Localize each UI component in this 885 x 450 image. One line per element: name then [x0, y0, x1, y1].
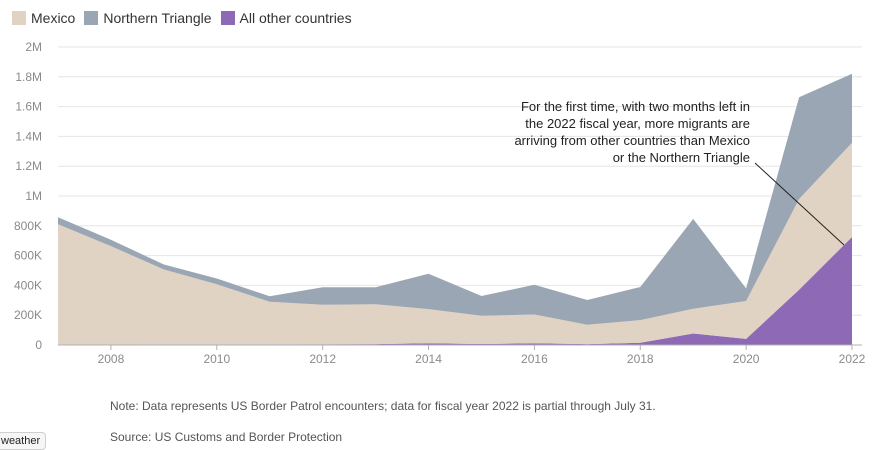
y-tick-label: 800K: [14, 219, 42, 233]
y-tick-label: 600K: [14, 249, 42, 263]
annotation-text-line: For the first time, with two months left…: [521, 99, 750, 114]
axes: 0 200K 400K 600K 800K 1M 1.2M 1.4M 1.6M 1.8M 2M 200…: [14, 40, 866, 366]
y-tick-label: 400K: [14, 278, 42, 292]
legend-label-mexico: Mexico: [31, 10, 76, 26]
legend-item-mexico: Mexico: [12, 10, 75, 26]
area-mexico: [58, 142, 852, 345]
annotation-text-line: the 2022 fiscal year, more migrants are: [525, 116, 750, 131]
x-tick-label: 2022: [839, 352, 866, 366]
annotation-leader-line: [754, 162, 845, 246]
x-tick-label: 2012: [309, 352, 336, 366]
x-tick-label: 2020: [733, 352, 760, 366]
legend-swatch-northern-triangle: [84, 11, 99, 25]
y-tick-label: 1.6M: [15, 100, 42, 114]
stacked-area-chart: 0 200K 400K 600K 800K 1M 1.2M 1.4M 1.6M 1.8M 2M 200…: [14, 40, 866, 366]
legend-swatch-mexico: [12, 11, 26, 25]
annotation-text-line: arriving from other countries than Mexic…: [514, 133, 750, 148]
chart-legend: Mexico Northern Triangle All other count…: [12, 10, 352, 26]
area-series: [58, 73, 852, 345]
legend-item-northern-triangle: Northern Triangle: [84, 10, 212, 26]
legend-item-all-other-countries: All other countries: [220, 10, 352, 26]
chart-note: Note: Data represents US Border Patrol e…: [110, 399, 656, 413]
y-tick-label: 1.2M: [15, 159, 42, 173]
y-tick-label: 200K: [14, 308, 42, 322]
x-tick-label: 2010: [203, 352, 230, 366]
y-tick-label: 1.4M: [15, 129, 42, 143]
legend-label-all-other-countries: All other countries: [239, 10, 352, 26]
x-tick-label: 2016: [521, 352, 548, 366]
y-tick-label: 1.8M: [15, 70, 42, 84]
legend-label-northern-triangle: Northern Triangle: [103, 10, 212, 26]
weather-chip[interactable]: weather: [0, 432, 46, 450]
y-tick-label: 0: [35, 338, 42, 352]
x-tick-label: 2014: [415, 352, 442, 366]
x-tick-label: 2008: [98, 352, 125, 366]
annotation-text-line: or the Northern Triangle: [613, 150, 750, 165]
y-tick-label: 2M: [25, 40, 42, 54]
chart-source: Source: US Customs and Border Protection: [110, 430, 343, 444]
y-tick-label: 1M: [25, 189, 42, 203]
x-tick-label: 2018: [627, 352, 654, 366]
legend-swatch-all-other-countries: [220, 11, 235, 25]
area-all-other-countries: [58, 237, 852, 345]
annotation: For the first time, with two months left…: [514, 99, 845, 246]
